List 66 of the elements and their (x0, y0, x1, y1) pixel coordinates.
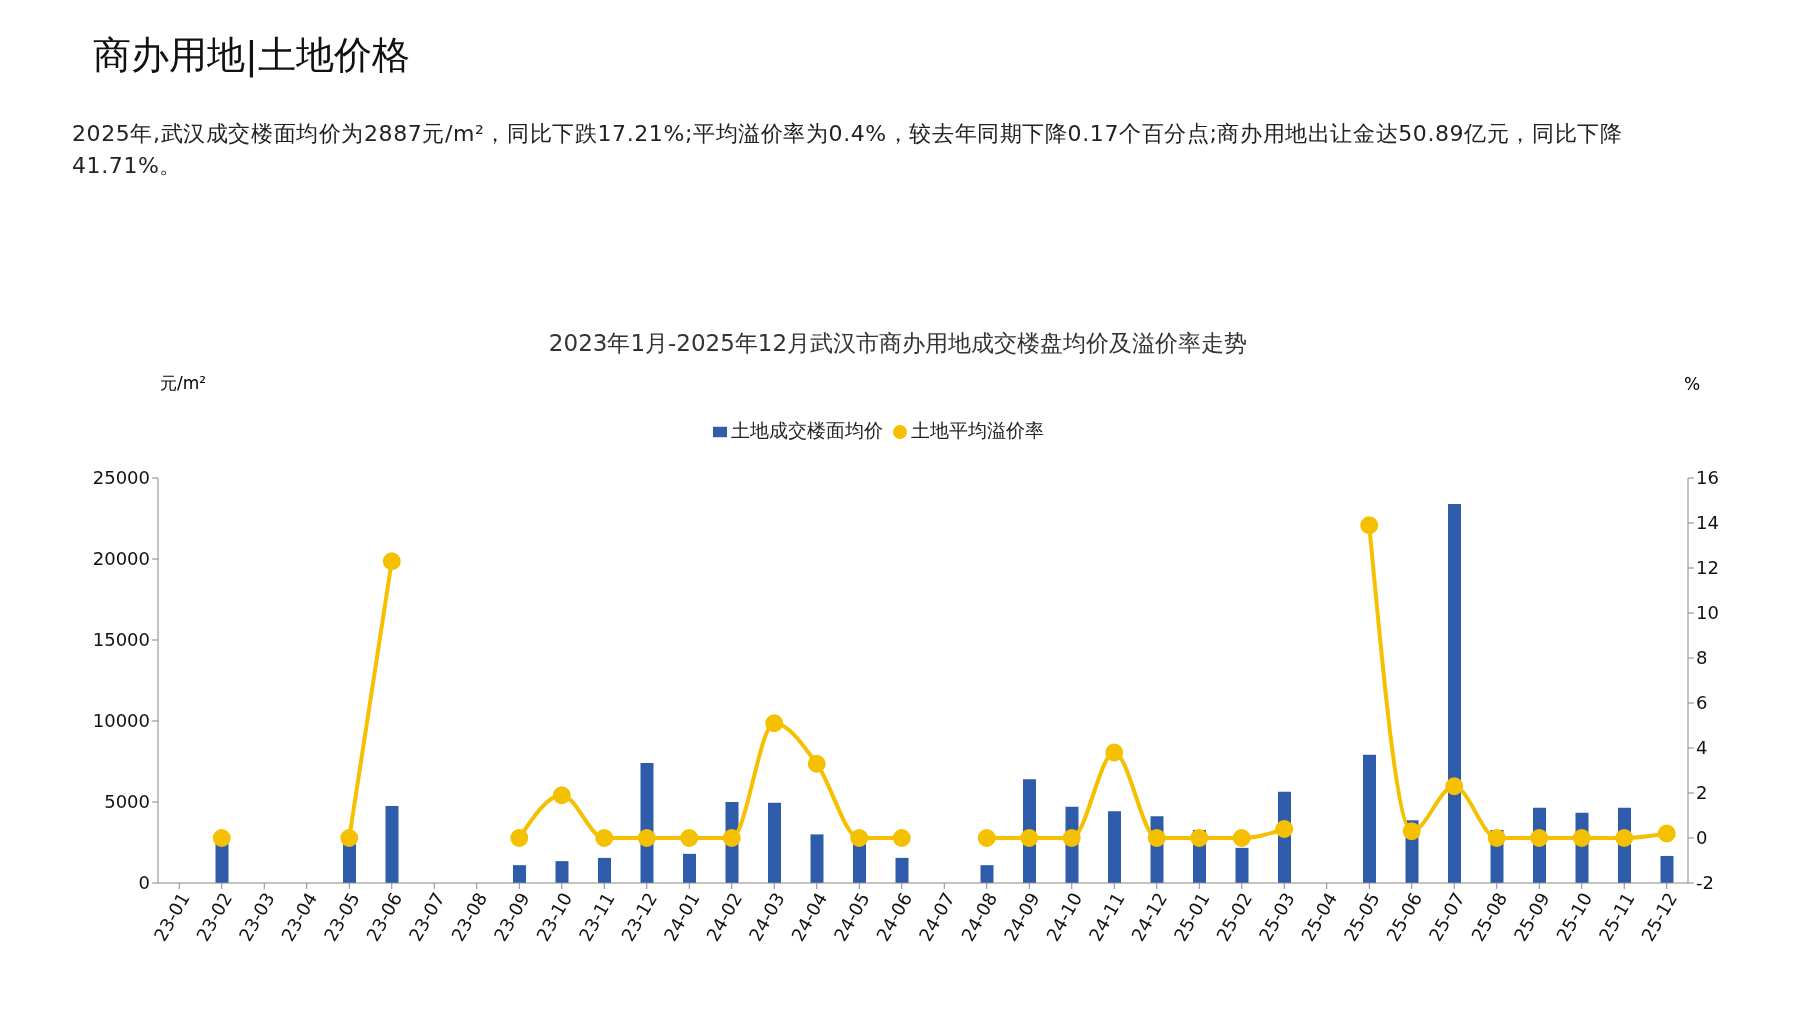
bar (768, 802, 781, 883)
y-tick-label: 15000 (92, 629, 150, 651)
point (1657, 824, 1676, 843)
bar (513, 865, 526, 883)
bar (1448, 503, 1461, 883)
y-tick-label: 5000 (104, 791, 150, 813)
point (1275, 820, 1294, 838)
text: 2025年,武汉成交楼面均价为2887元/m²，同比下跌17.21%;平均溢价率为0.4%，较去年同期下降0.17个百分点;商办用地出让金达50.89亿元，同比下降41.71%。 (72, 121, 1623, 178)
point (807, 754, 826, 773)
point (1572, 829, 1591, 847)
point (1020, 829, 1039, 847)
point (977, 829, 996, 847)
point (1615, 829, 1634, 847)
point (382, 552, 401, 571)
point (595, 829, 614, 847)
point (765, 714, 784, 733)
bar (810, 834, 824, 883)
point (1190, 829, 1209, 847)
point (850, 829, 869, 847)
y2-tick-label: 2 (1696, 782, 1708, 804)
y2-tick-label: 4 (1696, 737, 1708, 759)
point (212, 829, 231, 847)
bar (598, 857, 611, 883)
point (637, 829, 656, 847)
point (1530, 829, 1549, 847)
bar (1660, 855, 1674, 883)
bar (555, 861, 569, 883)
y-axis-title: 元/m² (160, 373, 207, 393)
legend-label: 土地平均溢价率 (910, 419, 1044, 441)
y2-tick-label: -2 (1696, 872, 1714, 894)
point (680, 829, 699, 847)
y2-tick-label: 8 (1696, 647, 1708, 669)
chart-title: 2023年1月-2025年12月武汉市商办用地成交楼盘均价及溢价率走势 (548, 330, 1248, 356)
point (1445, 777, 1464, 796)
y-tick-label: 25000 (92, 467, 150, 489)
y2-tick-label: 16 (1696, 467, 1719, 489)
bar (895, 857, 909, 883)
point (1402, 822, 1421, 841)
y-tick-label: 10000 (92, 710, 150, 732)
point (1147, 829, 1166, 847)
y2-tick-label: 10 (1696, 602, 1719, 624)
point (1360, 516, 1379, 535)
point (1062, 829, 1081, 847)
point (552, 786, 571, 805)
y-tick-label: 0 (138, 872, 150, 894)
y2-axis-title: % (1684, 374, 1701, 394)
y2-tick-label: 14 (1696, 512, 1719, 534)
bar (683, 853, 696, 883)
y2-tick-label: 0 (1696, 827, 1708, 849)
point (1232, 829, 1251, 847)
bar (1108, 811, 1121, 883)
point (1487, 829, 1506, 847)
point (510, 829, 529, 847)
text: 商办用地|土地价格 (93, 33, 410, 77)
point (1105, 743, 1124, 762)
bar (385, 806, 399, 883)
bar (1235, 847, 1249, 883)
y2-tick-label: 12 (1696, 557, 1719, 579)
y-tick-label: 20000 (92, 548, 150, 570)
legend-label: 土地成交楼面均价 (730, 419, 883, 441)
bar (980, 865, 994, 883)
point (722, 829, 741, 847)
y2-tick-label: 6 (1696, 692, 1708, 714)
point (340, 829, 359, 847)
point (892, 829, 911, 847)
bar (1363, 754, 1376, 883)
